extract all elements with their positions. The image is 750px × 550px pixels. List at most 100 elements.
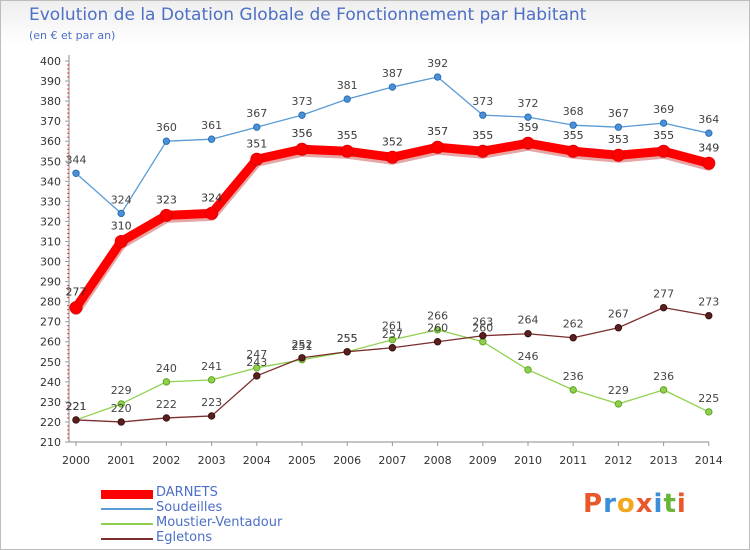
x-tick-label: 2001 — [107, 454, 135, 467]
data-label: 255 — [337, 332, 358, 345]
data-label: 361 — [201, 119, 222, 132]
y-tick-label: 250 — [40, 356, 61, 369]
y-tick-label: 300 — [40, 256, 61, 269]
data-point — [72, 169, 80, 177]
data-point — [253, 123, 261, 131]
data-label: 349 — [698, 141, 719, 154]
data-label: 240 — [156, 362, 177, 375]
x-tick-label: 2003 — [198, 454, 226, 467]
legend-label: Soudeilles — [156, 500, 223, 515]
data-label: 355 — [563, 129, 584, 142]
logo-letter: x — [635, 489, 654, 519]
x-tick-label: 2005 — [288, 454, 316, 467]
data-point — [162, 414, 171, 422]
data-label: 221 — [66, 400, 87, 413]
data-label: 277 — [653, 288, 674, 301]
data-label: 355 — [472, 129, 493, 142]
y-tick-label: 280 — [40, 296, 61, 309]
series-egletons — [72, 303, 713, 426]
x-tick-label: 2004 — [243, 454, 271, 467]
data-point — [159, 208, 173, 222]
logo-letter: P — [583, 489, 604, 519]
data-label: 222 — [156, 398, 177, 411]
y-tick-label: 270 — [40, 316, 61, 329]
data-point — [433, 338, 442, 346]
logo-letter: i — [653, 489, 664, 519]
data-point — [72, 416, 80, 424]
y-tick-label: 230 — [40, 396, 61, 409]
series-line-shadow — [70, 139, 715, 316]
axes: 210 220 230 240 250 260 270 280 290 300 310 320 330 3… — [40, 55, 723, 467]
legend-label: Moustier-Ventadour — [156, 515, 283, 530]
data-point — [114, 234, 128, 248]
data-point — [705, 129, 713, 137]
y-tick-label: 310 — [40, 235, 61, 248]
y-tick-label: 210 — [40, 436, 61, 449]
data-label: 356 — [292, 127, 313, 140]
data-label: 243 — [246, 356, 267, 369]
data-label: 373 — [472, 95, 493, 108]
data-label: 267 — [608, 308, 629, 321]
data-label: 225 — [698, 392, 719, 405]
data-point — [295, 142, 309, 156]
data-point — [205, 206, 219, 220]
data-point — [207, 376, 216, 384]
data-label: 229 — [111, 384, 132, 397]
data-point — [705, 408, 713, 416]
data-point — [524, 113, 532, 121]
data-point — [388, 336, 397, 344]
data-point — [388, 83, 397, 91]
data-label: 310 — [111, 219, 132, 232]
proxiti-logo: Proxiti — [583, 489, 687, 519]
data-point — [298, 111, 306, 119]
y-tick-label: 240 — [40, 376, 61, 389]
data-point — [253, 372, 261, 380]
legend-swatch — [101, 489, 153, 499]
data-point — [657, 144, 671, 158]
y-tick-label: 350 — [40, 155, 61, 168]
logo-letter: r — [603, 489, 617, 519]
data-label: 323 — [156, 193, 177, 206]
data-point — [524, 330, 532, 338]
y-tick-label: 260 — [40, 336, 61, 349]
y-tick-label: 290 — [40, 276, 61, 289]
data-point — [250, 152, 264, 166]
series-layer — [69, 73, 716, 426]
data-point — [614, 123, 623, 131]
y-tick-label: 390 — [40, 75, 61, 88]
data-label: 367 — [608, 107, 629, 120]
data-label: 263 — [472, 316, 493, 329]
data-point — [569, 121, 577, 129]
data-label: 368 — [563, 105, 584, 118]
data-point — [659, 119, 668, 127]
data-point — [69, 301, 83, 315]
series-soudeilles — [72, 73, 713, 218]
data-point — [433, 326, 442, 334]
chart-subtitle: (en € et par an) — [29, 29, 116, 42]
data-label: 257 — [382, 328, 403, 341]
data-label: 266 — [427, 310, 448, 323]
data-point — [659, 386, 668, 394]
data-label: 229 — [608, 384, 629, 397]
x-tick-label: 2006 — [333, 454, 361, 467]
data-point — [385, 150, 399, 164]
data-label: 355 — [653, 129, 674, 142]
data-label: 357 — [427, 125, 448, 138]
data-label: 353 — [608, 133, 629, 146]
data-label: 260 — [427, 322, 448, 335]
legend-label: Egletons — [156, 530, 213, 545]
data-point — [524, 366, 532, 374]
data-point — [298, 354, 306, 362]
y-tick-label: 220 — [40, 416, 61, 429]
data-point — [207, 412, 216, 420]
legend-swatch — [101, 508, 153, 510]
x-tick-label: 2011 — [559, 454, 587, 467]
legend-swatch — [101, 538, 153, 540]
x-tick-label: 2009 — [469, 454, 497, 467]
data-point — [659, 303, 668, 312]
y-tick-label: 370 — [40, 115, 61, 128]
data-point — [343, 95, 351, 103]
data-labels-layer: 277 310 323 324 351 356 355 352 357 355 359 355 353 3… — [66, 57, 720, 415]
data-point — [117, 400, 125, 408]
